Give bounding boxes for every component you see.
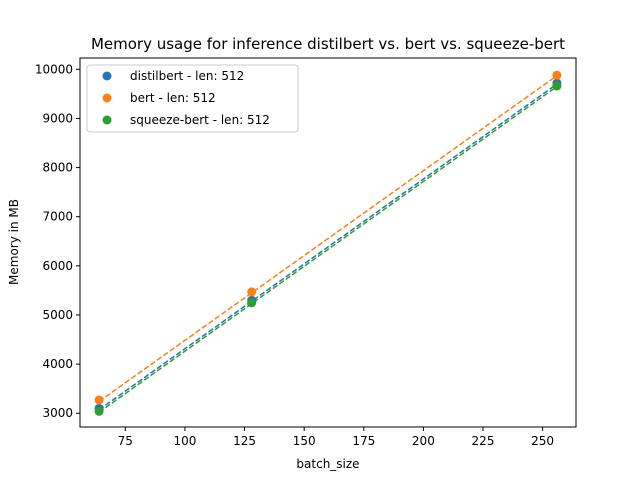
x-tick-label: 75 xyxy=(118,434,133,448)
legend-label: distilbert - len: 512 xyxy=(130,69,244,83)
x-axis: 75 100 125 150 175 200 225 250 xyxy=(118,427,554,448)
fit-line-series-1 xyxy=(98,75,558,403)
y-tick-label: 9000 xyxy=(42,111,73,125)
plot-area xyxy=(94,70,562,416)
x-tick-label: 150 xyxy=(293,434,316,448)
x-tick-label: 125 xyxy=(233,434,256,448)
plot-frame xyxy=(79,57,577,428)
fit-line-series-2 xyxy=(98,85,558,413)
x-axis-label: batch_size xyxy=(296,457,359,471)
y-tick-label: 6000 xyxy=(42,259,73,273)
data-point-series-2 xyxy=(247,298,257,308)
x-tick-label: 225 xyxy=(472,434,495,448)
data-point-series-1 xyxy=(247,287,257,297)
legend-marker xyxy=(102,93,112,103)
legend-marker xyxy=(102,71,112,81)
data-point-series-1 xyxy=(94,395,104,405)
y-tick-label: 4000 xyxy=(42,357,73,371)
legend-frame xyxy=(86,64,299,133)
fit-line-series-0 xyxy=(98,83,558,411)
y-axis: 3000 4000 5000 6000 7000 8000 9000 10000 xyxy=(35,62,80,420)
legend-marker xyxy=(102,115,112,125)
legend-label: squeeze-bert - len: 512 xyxy=(130,113,270,127)
legend-label: bert - len: 512 xyxy=(130,91,216,105)
y-tick-label: 10000 xyxy=(35,62,73,76)
data-point-series-2 xyxy=(94,406,104,416)
data-point-series-1 xyxy=(552,70,562,80)
x-tick-label: 175 xyxy=(352,434,375,448)
x-tick-label: 100 xyxy=(173,434,196,448)
y-axis-label: Memory in MB xyxy=(7,199,21,285)
chart-title: Memory usage for inference distilbert vs… xyxy=(91,35,565,53)
y-tick-label: 5000 xyxy=(42,308,73,322)
legend: distilbert - len: 512 bert - len: 512 sque… xyxy=(86,64,299,133)
y-tick-label: 8000 xyxy=(42,161,73,175)
x-tick-label: 200 xyxy=(412,434,435,448)
x-tick-label: 250 xyxy=(531,434,554,448)
data-point-series-2 xyxy=(552,81,562,91)
y-tick-label: 3000 xyxy=(42,406,73,420)
y-tick-label: 7000 xyxy=(42,210,73,224)
